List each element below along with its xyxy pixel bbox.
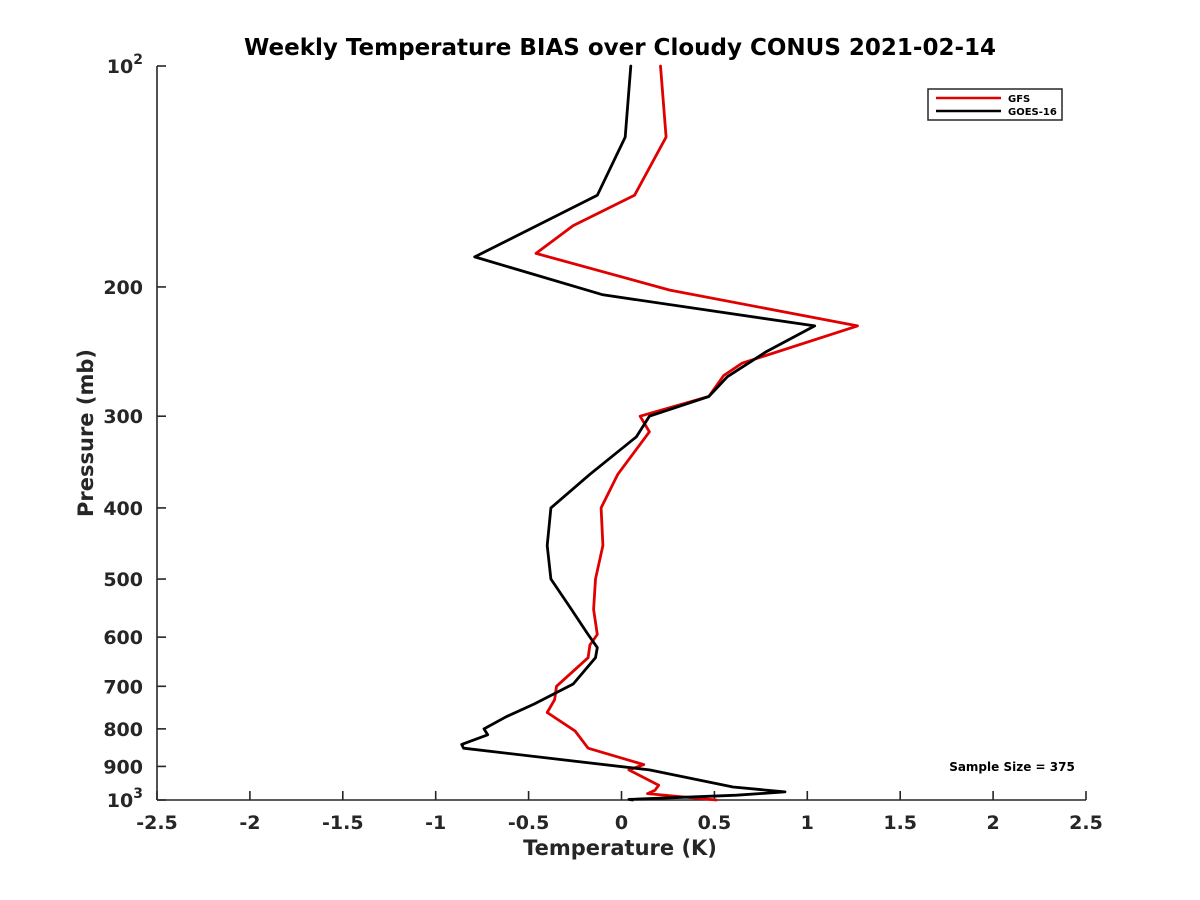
x-tick-label: 1: [801, 812, 814, 834]
sample-size-annotation: Sample Size = 375: [949, 760, 1075, 774]
y-tick-label: 200: [103, 277, 143, 299]
y-tick-label: 800: [103, 719, 143, 741]
legend-label-goes16: GOES-16: [1008, 107, 1057, 118]
legend-box: [927, 88, 1063, 121]
y-tick-label: 103: [107, 786, 143, 812]
y-tick-label: 500: [103, 569, 143, 591]
y-tick-label: 700: [103, 676, 143, 698]
x-tick-label: 2.5: [1069, 812, 1103, 834]
series-line-goes16: [460, 64, 817, 802]
y-tick-label: 300: [103, 406, 143, 428]
y-tick-label: 400: [103, 498, 143, 520]
x-tick-label: 2: [986, 812, 999, 834]
x-tick-label: 0.5: [698, 812, 732, 834]
x-tick-label: -1.5: [322, 812, 364, 834]
x-tick-label: -0.5: [508, 812, 550, 834]
x-tick-label: -2.5: [136, 812, 178, 834]
x-axis-label: Temperature (K): [523, 836, 717, 860]
x-tick-label: 1.5: [883, 812, 917, 834]
x-tick-label: -2: [239, 812, 260, 834]
chart-title: Weekly Temperature BIAS over Cloudy CONU…: [244, 35, 996, 61]
legend: GFS GOES-16: [927, 88, 1063, 121]
y-tick-label: 102: [107, 52, 143, 78]
y-axis-label: Pressure (mb): [74, 349, 98, 517]
x-tick-label: 0: [615, 812, 628, 834]
series-layer: [460, 64, 859, 802]
x-tick-label: -1: [425, 812, 446, 834]
series-line-gfs: [534, 64, 859, 802]
y-tick-label: 600: [103, 627, 143, 649]
axes: -2.5 -2 -1.5 -1 -0.5 0 0.5 1 1.5 2 2.5 102 200 300 400…: [103, 52, 1103, 834]
y-tick-label: 900: [103, 756, 143, 778]
legend-label-gfs: GFS: [1008, 94, 1030, 105]
